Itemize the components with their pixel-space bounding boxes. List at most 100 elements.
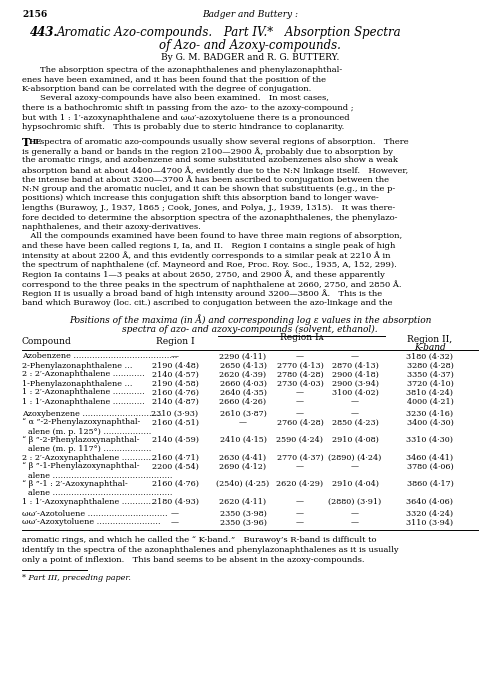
Text: —: — — [296, 409, 304, 418]
Text: 2640 (4·35): 2640 (4·35) — [220, 388, 266, 397]
Text: 2900 (4·18): 2900 (4·18) — [332, 371, 378, 378]
Text: only a point of inflexion. This band seems to be absent in the azoxy-compounds.: only a point of inflexion. This band see… — [22, 555, 364, 564]
Text: T: T — [22, 138, 30, 149]
Text: 2760 (4·28): 2760 (4·28) — [276, 418, 324, 426]
Text: 2200 (4·54): 2200 (4·54) — [152, 462, 198, 471]
Text: —: — — [351, 352, 359, 361]
Text: positions) which increase this conjugation shift this absorption band to longer : positions) which increase this conjugati… — [22, 194, 379, 202]
Text: fore decided to determine the absorption spectra of the azonaphthalenes, the phe: fore decided to determine the absorption… — [22, 213, 398, 221]
Text: but with 1 : 1′-azoxynaphthalene and ωω′-azoxytoluene there is a pronounced: but with 1 : 1′-azoxynaphthalene and ωω′… — [22, 113, 349, 122]
Text: and these have been called regions I, Ia, and II. Region I contains a single pea: and these have been called regions I, Ia… — [22, 242, 396, 250]
Text: 3720 (4·10): 3720 (4·10) — [406, 380, 454, 388]
Text: 2870 (4·13): 2870 (4·13) — [332, 361, 378, 369]
Text: —: — — [296, 352, 304, 361]
Text: alene (m. p. 117°) ………………: alene (m. p. 117°) ……………… — [28, 445, 152, 453]
Text: Positions of the maxima (in Å) and corresponding log ε values in the absorption: Positions of the maxima (in Å) and corre… — [69, 314, 431, 325]
Text: ωω′-Azotoluene …………………………: ωω′-Azotoluene ………………………… — [22, 509, 168, 517]
Text: 2190 (4·58): 2190 (4·58) — [152, 380, 198, 388]
Text: —: — — [351, 397, 359, 405]
Text: —: — — [351, 462, 359, 471]
Text: 3810 (4·24): 3810 (4·24) — [406, 388, 454, 397]
Text: K-band: K-band — [414, 344, 446, 352]
Text: —: — — [239, 418, 247, 426]
Text: 1 : 1′-Azoxynaphthalene …………: 1 : 1′-Azoxynaphthalene ………… — [22, 498, 154, 505]
Text: 2590 (4·24): 2590 (4·24) — [276, 436, 324, 444]
Text: identify in the spectra of the azonaphthalenes and phenylazonaphthalenes as it i: identify in the spectra of the azonaphth… — [22, 546, 398, 554]
Text: of Azo- and Azoxy-compounds.: of Azo- and Azoxy-compounds. — [159, 39, 341, 52]
Text: Compound: Compound — [22, 337, 72, 346]
Text: “ α ”-2-Phenylazoxynaphthal-: “ α ”-2-Phenylazoxynaphthal- — [22, 418, 140, 426]
Text: alene ………………………………………: alene ……………………………………… — [28, 471, 172, 479]
Text: 3460 (4·41): 3460 (4·41) — [406, 454, 454, 462]
Text: —: — — [296, 397, 304, 405]
Text: —: — — [296, 388, 304, 397]
Text: (2540) (4·25): (2540) (4·25) — [216, 480, 270, 488]
Text: Badger and Buttery :: Badger and Buttery : — [202, 10, 298, 19]
Text: the aromatic rings, and azobenzene and some substituted azobenzenes also show a : the aromatic rings, and azobenzene and s… — [22, 156, 398, 164]
Text: 2730 (4·03): 2730 (4·03) — [276, 380, 324, 388]
Text: 2160 (4·71): 2160 (4·71) — [152, 454, 198, 462]
Text: 3100 (4·02): 3100 (4·02) — [332, 388, 378, 397]
Text: 2910 (4·08): 2910 (4·08) — [332, 436, 378, 444]
Text: ωω′-Azoxytoluene ……………………: ωω′-Azoxytoluene …………………… — [22, 519, 160, 526]
Text: 2620 (4·39): 2620 (4·39) — [220, 371, 266, 378]
Text: 3180 (4·32): 3180 (4·32) — [406, 352, 454, 361]
Text: K-absorption band can be correlated with the degree of conjugation.: K-absorption band can be correlated with… — [22, 85, 311, 93]
Text: 2350 (3·98): 2350 (3·98) — [220, 509, 266, 517]
Text: 2310 (3·93): 2310 (3·93) — [152, 409, 198, 418]
Text: 2690 (4·12): 2690 (4·12) — [220, 462, 266, 471]
Text: 2620 (4·11): 2620 (4·11) — [220, 498, 266, 505]
Text: 2140 (4·87): 2140 (4·87) — [152, 397, 198, 405]
Text: The absorption spectra of the azonaphthalenes and phenylazonaphthal-: The absorption spectra of the azonaphtha… — [40, 66, 342, 74]
Text: 2180 (4·93): 2180 (4·93) — [152, 498, 198, 505]
Text: 2290 (4·11): 2290 (4·11) — [220, 352, 266, 361]
Text: Azobenzene …………………………………: Azobenzene ………………………………… — [22, 352, 178, 361]
Text: 3640 (4·06): 3640 (4·06) — [406, 498, 454, 505]
Text: 2160 (4·51): 2160 (4·51) — [152, 418, 198, 426]
Text: 2910 (4·04): 2910 (4·04) — [332, 480, 378, 488]
Text: “ β ”-1 : 2′-Azoxynaphthal-: “ β ”-1 : 2′-Azoxynaphthal- — [22, 480, 128, 488]
Text: 2660 (4·26): 2660 (4·26) — [220, 397, 266, 405]
Text: Region II is usually a broad band of high intensity around 3200—3800 Å. This is : Region II is usually a broad band of hig… — [22, 289, 382, 298]
Text: 1 : 1′-Azonaphthalene …………: 1 : 1′-Azonaphthalene ………… — [22, 397, 145, 405]
Text: —: — — [351, 409, 359, 418]
Text: —: — — [351, 519, 359, 526]
Text: Aromatic Azo-compounds. Part IV.* Absorption Spectra: Aromatic Azo-compounds. Part IV.* Absorp… — [57, 26, 402, 39]
Text: —: — — [171, 519, 179, 526]
Text: * Part III, preceding paper.: * Part III, preceding paper. — [22, 574, 131, 581]
Text: the spectrum of naphthalene (cf. Mayneord and Roe, Proc. Roy. Soc., 1935, A, 152: the spectrum of naphthalene (cf. Mayneor… — [22, 261, 397, 269]
Text: 2850 (4·23): 2850 (4·23) — [332, 418, 378, 426]
Text: —: — — [171, 509, 179, 517]
Text: 2140 (4·59): 2140 (4·59) — [152, 436, 198, 444]
Text: (2890) (4·24): (2890) (4·24) — [328, 454, 382, 462]
Text: 2190 (4·48): 2190 (4·48) — [152, 361, 198, 369]
Text: —: — — [351, 509, 359, 517]
Text: 3230 (4·16): 3230 (4·16) — [406, 409, 454, 418]
Text: —: — — [171, 352, 179, 361]
Text: 3350 (4·37): 3350 (4·37) — [406, 371, 454, 378]
Text: All the compounds examined have been found to have three main regions of absorpt: All the compounds examined have been fou… — [22, 232, 402, 240]
Text: Several azoxy-compounds have also been examined. In most cases,: Several azoxy-compounds have also been e… — [40, 94, 329, 103]
Text: (2880) (3·91): (2880) (3·91) — [328, 498, 382, 505]
Text: By G. M. BADGER and R. G. BUTTERY.: By G. M. BADGER and R. G. BUTTERY. — [161, 53, 339, 62]
Text: 3310 (4·30): 3310 (4·30) — [406, 436, 454, 444]
Text: spectra of aromatic azo-compounds usually show several regions of absorption. Th: spectra of aromatic azo-compounds usuall… — [40, 138, 408, 145]
Text: “ β ”-2-Phenylazoxynaphthal-: “ β ”-2-Phenylazoxynaphthal- — [22, 436, 140, 444]
Text: 4000 (4·21): 4000 (4·21) — [406, 397, 454, 405]
Text: —: — — [296, 498, 304, 505]
Text: “ β ”-1-Phenylazoxynaphthal-: “ β ”-1-Phenylazoxynaphthal- — [22, 462, 140, 471]
Text: Region II,: Region II, — [408, 335, 453, 344]
Text: 2620 (4·29): 2620 (4·29) — [276, 480, 324, 488]
Text: the intense band at about 3200—3700 Å has been ascribed to conjugation between t: the intense band at about 3200—3700 Å ha… — [22, 175, 389, 184]
Text: 2156: 2156 — [22, 10, 47, 19]
Text: absorption band at about 4400—4700 Å, evidently due to the N:N linkage itself. H: absorption band at about 4400—4700 Å, ev… — [22, 166, 408, 175]
Text: 1-Phenylazonaphthalene …: 1-Phenylazonaphthalene … — [22, 380, 132, 388]
Text: HE: HE — [29, 139, 42, 147]
Text: Azoxybenzene …………………………: Azoxybenzene ………………………… — [22, 409, 162, 418]
Text: 2770 (4·37): 2770 (4·37) — [276, 454, 324, 462]
Text: is generally a band or bands in the region 2100—2900 Å, probably due to absorpti: is generally a band or bands in the regi… — [22, 147, 393, 155]
Text: —: — — [296, 519, 304, 526]
Text: 2410 (4·15): 2410 (4·15) — [220, 436, 266, 444]
Text: 2650 (4·13): 2650 (4·13) — [220, 361, 266, 369]
Text: 2610 (3·87): 2610 (3·87) — [220, 409, 266, 418]
